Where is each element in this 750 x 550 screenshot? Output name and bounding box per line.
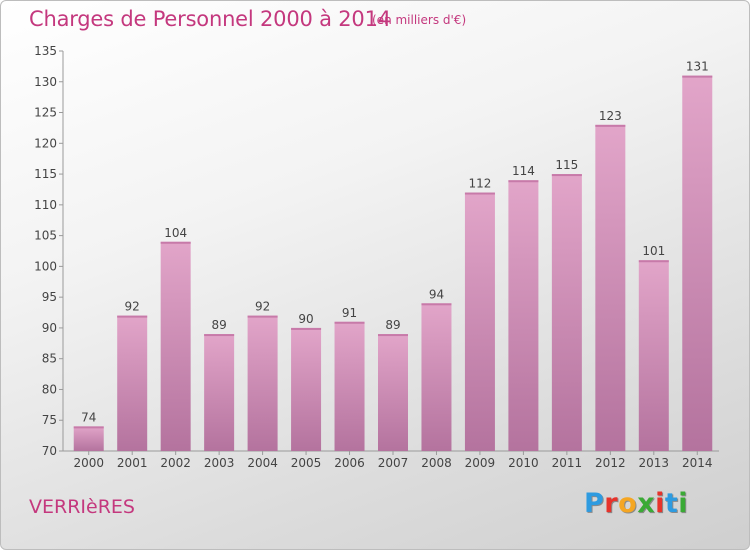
bar-top-2002 bbox=[160, 241, 191, 244]
bar-2001 bbox=[117, 315, 148, 451]
y-tick-label: 70 bbox=[42, 444, 57, 458]
bar-top-2009 bbox=[464, 192, 495, 195]
bar-top-2006 bbox=[334, 321, 365, 324]
logo-letter: t bbox=[664, 488, 679, 519]
y-tick-label: 90 bbox=[42, 321, 57, 335]
bar-2002 bbox=[160, 241, 191, 451]
logo-letter: o bbox=[618, 488, 638, 519]
data-label: 115 bbox=[555, 158, 578, 172]
y-tick-label: 120 bbox=[34, 136, 57, 150]
y-tick-label: 80 bbox=[42, 382, 57, 396]
data-label: 92 bbox=[125, 300, 140, 314]
data-label: 101 bbox=[642, 244, 665, 258]
bar-2005 bbox=[291, 327, 322, 451]
y-tick-label: 110 bbox=[34, 198, 57, 212]
bar-2007 bbox=[378, 334, 408, 451]
bar-top-2014 bbox=[682, 75, 713, 78]
x-tick-label: 2006 bbox=[334, 456, 365, 470]
data-label: 114 bbox=[512, 164, 535, 178]
data-label: 112 bbox=[468, 177, 491, 191]
bar-top-2005 bbox=[291, 327, 322, 330]
data-label: 131 bbox=[686, 60, 709, 74]
bar-top-2007 bbox=[378, 334, 408, 337]
bar-2004 bbox=[247, 315, 278, 451]
data-label: 123 bbox=[599, 109, 622, 123]
data-label: 89 bbox=[211, 318, 226, 332]
y-tick-label: 135 bbox=[34, 44, 57, 58]
bar-2012 bbox=[595, 124, 626, 451]
x-tick-label: 2013 bbox=[639, 456, 670, 470]
y-tick-label: 125 bbox=[34, 106, 57, 120]
chart-title: Charges de Personnel 2000 à 2014 bbox=[29, 7, 391, 31]
bar-2011 bbox=[551, 174, 582, 452]
x-tick-label: 2004 bbox=[247, 456, 278, 470]
y-tick-label: 95 bbox=[42, 290, 57, 304]
x-tick-label: 2007 bbox=[378, 456, 409, 470]
y-tick-label: 100 bbox=[34, 259, 57, 273]
x-tick-label: 2010 bbox=[508, 456, 539, 470]
bar-top-2001 bbox=[117, 315, 148, 318]
y-tick-label: 105 bbox=[34, 229, 57, 243]
bar-top-2000 bbox=[73, 426, 104, 429]
bar-top-2012 bbox=[595, 124, 626, 127]
x-tick-label: 2008 bbox=[421, 456, 452, 470]
bar-2008 bbox=[421, 303, 452, 451]
bar-top-2008 bbox=[421, 303, 452, 306]
y-tick-label: 85 bbox=[42, 352, 57, 366]
bar-top-2003 bbox=[204, 334, 235, 337]
x-tick-label: 2003 bbox=[204, 456, 235, 470]
bar-top-2010 bbox=[508, 180, 539, 183]
data-label: 74 bbox=[81, 410, 96, 424]
commune-name: VERRIèRES bbox=[29, 496, 135, 518]
data-label: 94 bbox=[429, 287, 444, 301]
x-tick-label: 2012 bbox=[595, 456, 626, 470]
logo-letter: i bbox=[678, 488, 689, 519]
x-tick-label: 2001 bbox=[117, 456, 148, 470]
x-tick-label: 2002 bbox=[160, 456, 191, 470]
bar-2000 bbox=[73, 426, 104, 451]
data-label: 91 bbox=[342, 306, 357, 320]
bar-top-2013 bbox=[638, 260, 669, 263]
data-label: 90 bbox=[298, 312, 313, 326]
data-label: 89 bbox=[385, 318, 400, 332]
y-tick-label: 75 bbox=[42, 413, 57, 427]
bar-2010 bbox=[508, 180, 539, 451]
logo-letter: P bbox=[584, 488, 605, 519]
logo-letter: r bbox=[604, 488, 619, 519]
bar-2009 bbox=[464, 192, 495, 452]
data-label: 104 bbox=[164, 226, 187, 240]
bar-2014 bbox=[682, 75, 713, 451]
y-tick-label: 130 bbox=[34, 75, 57, 89]
y-tick-label: 115 bbox=[34, 167, 57, 181]
bar-2013 bbox=[638, 260, 669, 451]
bar-top-2011 bbox=[551, 174, 582, 177]
x-tick-label: 2005 bbox=[291, 456, 322, 470]
x-tick-label: 2000 bbox=[73, 456, 104, 470]
bar-2006 bbox=[334, 321, 365, 451]
x-tick-label: 2011 bbox=[552, 456, 583, 470]
logo-letter: x bbox=[637, 488, 656, 519]
chart-subtitle: (en milliers d'€) bbox=[372, 13, 467, 27]
x-tick-label: 2014 bbox=[682, 456, 713, 470]
x-tick-label: 2009 bbox=[465, 456, 496, 470]
data-label: 92 bbox=[255, 300, 270, 314]
logo-letter: i bbox=[655, 488, 665, 519]
bar-2003 bbox=[204, 334, 235, 451]
proxiti-logo: Proxiti bbox=[584, 488, 688, 519]
bar-top-2004 bbox=[247, 315, 278, 318]
